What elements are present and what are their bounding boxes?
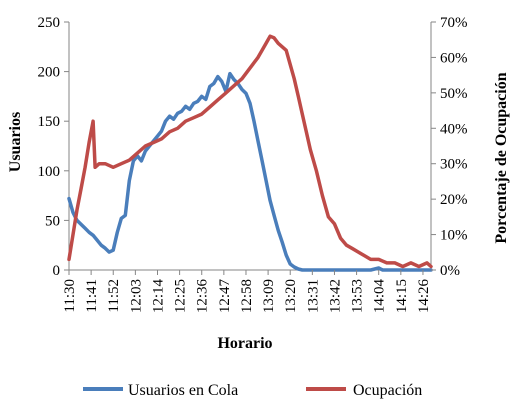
x-tick-label: 12:58 bbox=[239, 279, 255, 313]
y-tick-label: 250 bbox=[38, 15, 61, 31]
legend-label: Ocupación bbox=[353, 382, 422, 399]
legend: Usuarios en Cola Ocupación bbox=[83, 382, 422, 399]
x-tick-label: 12:14 bbox=[150, 279, 166, 314]
y2-tick-label: 20% bbox=[440, 192, 468, 208]
x-tick-label: 14:15 bbox=[394, 279, 410, 313]
y2-tick-label: 70% bbox=[440, 15, 468, 31]
x-tick-label: 11:41 bbox=[84, 279, 100, 313]
x-tick-label: 11:30 bbox=[62, 279, 78, 313]
y2-tick-label: 10% bbox=[440, 228, 468, 244]
legend-label: Usuarios en Cola bbox=[128, 382, 238, 399]
y-tick-label: 200 bbox=[38, 65, 61, 81]
x-tick-label: 14:26 bbox=[416, 279, 432, 314]
x-tick-label: 12:03 bbox=[128, 279, 144, 313]
y-axis-left: 0 50 100 150 200 250 bbox=[38, 15, 69, 279]
x-tick-label: 12:47 bbox=[217, 279, 233, 314]
x-axis: 11:30 11:41 11:52 12:03 12:14 12:25 12:36 12:47… bbox=[62, 270, 432, 313]
x-tick-label: 13:31 bbox=[305, 279, 321, 313]
y2-tick-label: 30% bbox=[440, 157, 468, 173]
y-tick-label: 150 bbox=[38, 114, 61, 130]
y-tick-label: 100 bbox=[38, 164, 61, 180]
x-tick-label: 13:53 bbox=[350, 279, 366, 313]
y2-axis-title: Porcentaje de Ocupación bbox=[493, 72, 510, 243]
series-line-usuarios-en-cola bbox=[67, 71, 433, 272]
x-axis-title: Horario bbox=[217, 335, 272, 352]
y-axis-right: 0% 10% 20% 30% 40% 50% 60% 70% bbox=[431, 15, 468, 279]
x-tick-label: 13:42 bbox=[327, 279, 343, 313]
plot-area bbox=[68, 22, 432, 271]
x-tick-label: 11:52 bbox=[106, 279, 122, 313]
x-tick-label: 12:25 bbox=[173, 279, 189, 313]
y2-tick-label: 60% bbox=[440, 50, 468, 66]
y2-tick-label: 0% bbox=[440, 263, 460, 279]
x-tick-label: 13:20 bbox=[283, 279, 299, 313]
series-line-ocupacion bbox=[67, 34, 433, 269]
y2-tick-label: 50% bbox=[440, 86, 468, 102]
x-tick-label: 12:36 bbox=[195, 279, 211, 314]
x-tick-label: 13:09 bbox=[261, 279, 277, 313]
y-axis-title: Usuarios bbox=[7, 112, 24, 172]
x-tick-label: 14:04 bbox=[372, 279, 388, 314]
y2-tick-label: 40% bbox=[440, 121, 468, 137]
series-layer bbox=[67, 34, 433, 272]
y-tick-label: 50 bbox=[45, 213, 60, 229]
y-tick-label: 0 bbox=[53, 263, 61, 279]
